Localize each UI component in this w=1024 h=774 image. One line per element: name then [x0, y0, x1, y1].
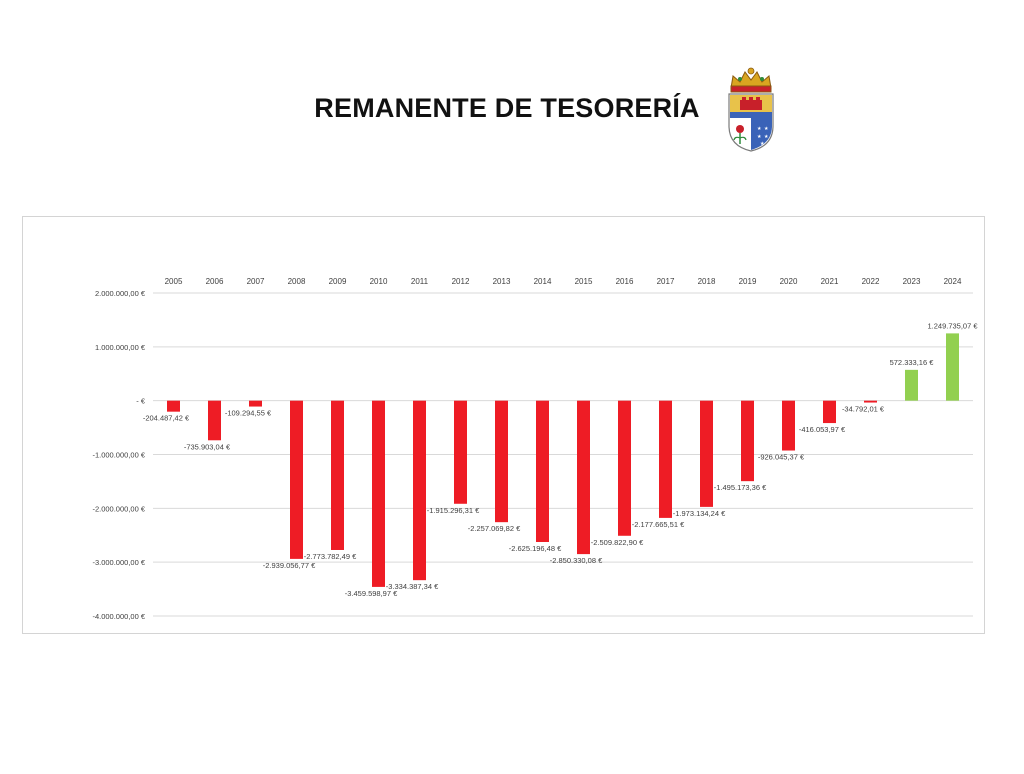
bar	[823, 400, 836, 424]
bar	[905, 369, 918, 401]
category-label: 2018	[698, 277, 716, 286]
grid-lines	[153, 292, 973, 617]
y-tick-label: -2.000.000,00 €	[92, 504, 145, 513]
data-label: -1.915.296,31 €	[427, 506, 480, 515]
bar	[208, 400, 221, 441]
data-label: -2.257.069,82 €	[468, 524, 521, 533]
data-label: -1.495.173,36 €	[714, 483, 767, 492]
category-label: 2016	[616, 277, 634, 286]
data-label: -34.792,01 €	[842, 405, 885, 414]
data-label: -3.334.387,34 €	[386, 582, 439, 591]
category-label: 2009	[329, 277, 347, 286]
y-tick-label: -4.000.000,00 €	[92, 612, 145, 621]
category-label: 2022	[862, 277, 880, 286]
bar	[659, 400, 672, 518]
category-label: 2010	[370, 277, 388, 286]
data-label: -926.045,37 €	[758, 453, 805, 462]
y-tick-label: - €	[136, 397, 146, 406]
data-label: -2.939.056,77 €	[263, 561, 316, 570]
page-title: REMANENTE DE TESORERÍA	[314, 93, 700, 123]
data-label: -416.053,97 €	[799, 425, 846, 434]
coat-of-arms-logo: ★ ★ ★ ★ ★	[728, 67, 774, 152]
data-label: -735.903,04 €	[184, 442, 231, 451]
y-tick-label: 2.000.000,00 €	[95, 289, 146, 298]
category-label: 2005	[165, 277, 183, 286]
crown-icon	[730, 67, 772, 93]
data-label: -2.625.196,48 €	[509, 544, 562, 553]
category-labels: 2005 2006 2007 2008 2009 2010 2011 2012 2013 2014…	[165, 277, 962, 286]
bar	[946, 333, 959, 401]
category-label: 2008	[288, 277, 306, 286]
data-label: -2.850.330,08 €	[550, 556, 603, 565]
data-label: 1.249.735,07 €	[927, 321, 978, 330]
category-label: 2024	[944, 277, 962, 286]
category-label: 2012	[452, 277, 470, 286]
category-label: 2013	[493, 277, 511, 286]
svg-text:★: ★	[760, 141, 765, 147]
svg-text:★: ★	[757, 134, 762, 140]
y-tick-label: 1.000.000,00 €	[95, 343, 146, 352]
bar	[454, 400, 467, 504]
category-label: 2006	[206, 277, 224, 286]
svg-text:★: ★	[764, 134, 769, 140]
bar	[618, 400, 631, 536]
category-label: 2007	[247, 277, 265, 286]
category-label: 2021	[821, 277, 839, 286]
bar	[249, 400, 262, 407]
y-axis-ticks: 2.000.000,00 € 1.000.000,00 € - € -1.000.00…	[92, 289, 145, 621]
svg-text:★: ★	[764, 126, 769, 132]
bar	[495, 400, 508, 523]
bar	[741, 400, 754, 482]
bars	[167, 333, 959, 587]
shield-icon: ★ ★ ★ ★ ★	[728, 93, 774, 152]
y-tick-label: -3.000.000,00 €	[92, 558, 145, 567]
category-label: 2017	[657, 277, 675, 286]
data-label: -2.177.665,51 €	[632, 520, 685, 529]
category-label: 2019	[739, 277, 757, 286]
data-label: -3.459.598,97 €	[345, 589, 398, 598]
category-label: 2014	[534, 277, 552, 286]
data-label: -2.773.782,49 €	[304, 552, 357, 561]
y-tick-label: -1.000.000,00 €	[92, 451, 145, 460]
bar	[290, 400, 303, 559]
category-label: 2011	[411, 277, 429, 286]
bar	[700, 400, 713, 507]
data-label: -1.973.134,24 €	[673, 509, 726, 518]
data-label: 572.333,16 €	[890, 358, 935, 367]
data-label: -109.294,55 €	[225, 409, 272, 418]
data-label: -2.509.822,90 €	[591, 538, 644, 547]
bar	[782, 400, 795, 451]
category-label: 2015	[575, 277, 593, 286]
bar	[372, 400, 385, 587]
svg-text:★: ★	[757, 126, 762, 132]
bar	[577, 400, 590, 555]
bar	[413, 400, 426, 581]
data-label: -204.487,42 €	[143, 414, 190, 423]
bar	[536, 400, 549, 542]
bar-chart: 2.000.000,00 € 1.000.000,00 € - € -1.000.00…	[92, 277, 979, 621]
chart-frame: 2.000.000,00 € 1.000.000,00 € - € -1.000.00…	[22, 216, 985, 634]
category-label: 2020	[780, 277, 798, 286]
bar	[864, 400, 877, 403]
bar	[331, 400, 344, 550]
bar	[167, 400, 180, 412]
category-label: 2023	[903, 277, 921, 286]
data-labels: -204.487,42 € -735.903,04 € -109.294,55 € -…	[143, 321, 979, 598]
